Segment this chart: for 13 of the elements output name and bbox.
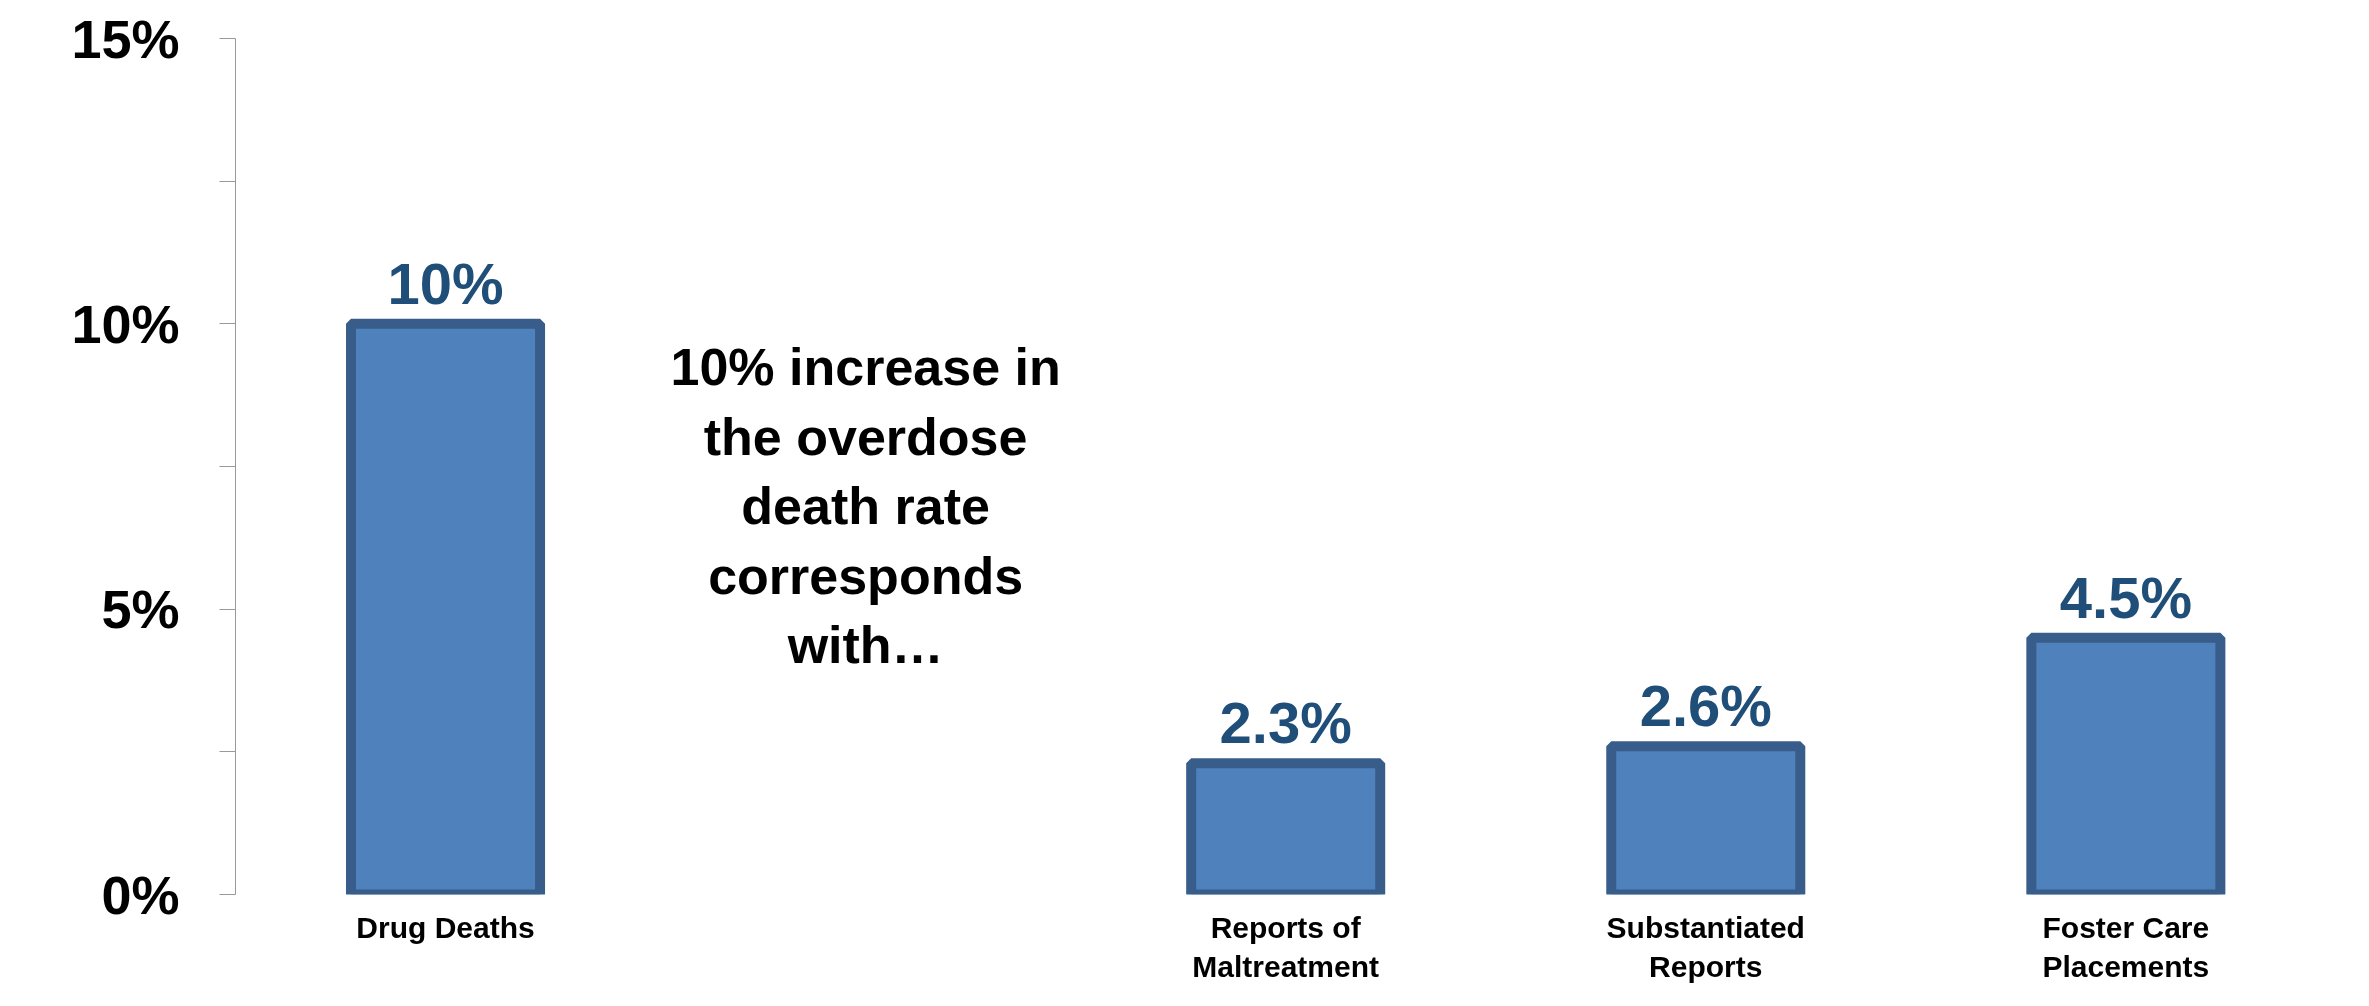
x-tick-label: Foster Care Placements xyxy=(2042,910,2210,984)
data-label: 10% xyxy=(387,250,504,316)
annotation: 10% increase in the overdose death rate corresponds with… xyxy=(670,338,1061,675)
data-label: 2.3% xyxy=(1219,690,1352,756)
data-label: 2.6% xyxy=(1639,673,1772,739)
y-tick-label: 5% xyxy=(101,579,180,640)
x-tick-label: Drug Deaths xyxy=(356,910,535,944)
y-tick-label: 10% xyxy=(71,293,180,354)
data-label: 4.5% xyxy=(2059,564,2192,630)
x-tick-label: Reports of Maltreatment xyxy=(1192,910,1380,984)
y-tick-label: 15% xyxy=(71,8,180,69)
x-tick-label: Substantiated Reports xyxy=(1606,910,1805,984)
y-tick-label: 0% xyxy=(101,864,180,925)
